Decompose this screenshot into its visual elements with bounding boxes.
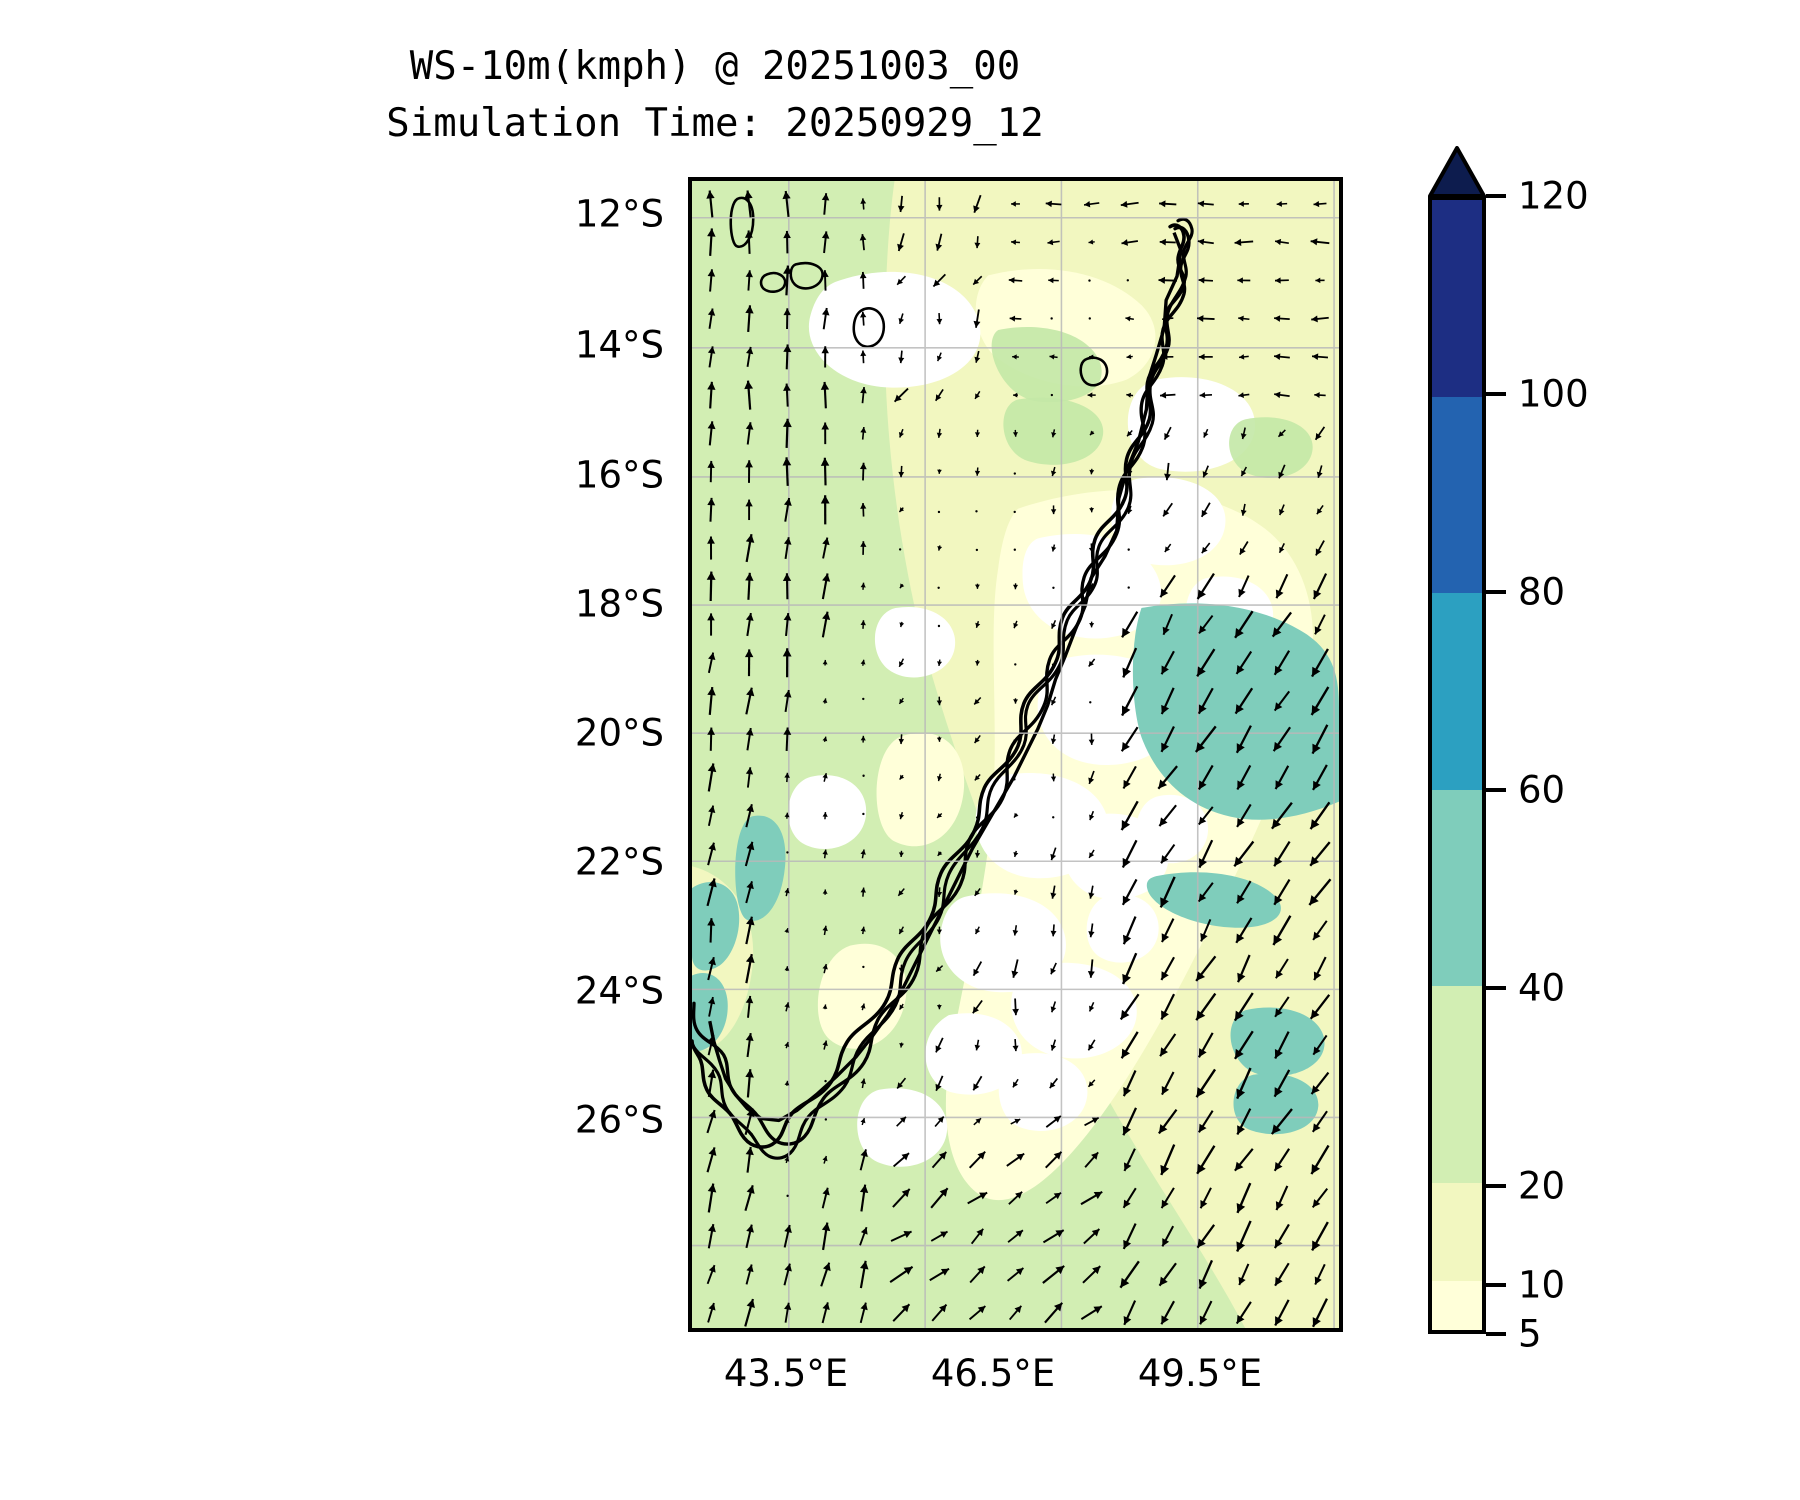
title-line-1: WS-10m(kmph) @ 20251003_00 [409, 44, 1021, 89]
colorbar-tick [1486, 1332, 1506, 1336]
colorbar-tick-label: 120 [1518, 174, 1589, 218]
colorbar-band [1432, 1182, 1482, 1281]
colorbar-extend-arrow [1428, 146, 1486, 198]
ytick-label: 18°S [574, 582, 664, 626]
colorbar-band [1432, 986, 1482, 1183]
colorbar-band [1432, 593, 1482, 790]
wind-vector-arrows [706, 190, 1332, 1328]
colorbar-tick [1486, 589, 1506, 594]
ytick-label: 16°S [574, 453, 664, 497]
colorbar-tick-label: 5 [1518, 1312, 1542, 1356]
colorbar-tick [1486, 985, 1506, 990]
colorbar-bands [1428, 196, 1486, 1334]
colorbar-band [1432, 1280, 1482, 1330]
colorbar-band [1432, 789, 1482, 987]
ytick-label: 24°S [574, 969, 664, 1013]
colorbar-tick-label: 40 [1518, 966, 1566, 1010]
map-axes[interactable] [688, 177, 1343, 1332]
ytick-label: 12°S [574, 192, 664, 236]
ytick-label: 14°S [574, 323, 664, 367]
xtick-label: 46.5°E [930, 1352, 1056, 1395]
colorbar-tick [1486, 391, 1506, 396]
colorbar-tick [1486, 787, 1506, 792]
ytick-label: 26°S [574, 1098, 664, 1142]
colorbar-tick-label: 60 [1518, 768, 1566, 812]
colorbar-band [1432, 396, 1482, 594]
colorbar-band [1432, 200, 1482, 397]
xtick-label: 43.5°E [723, 1352, 849, 1395]
colorbar-tick-label: 10 [1518, 1263, 1566, 1307]
ytick-label: 22°S [574, 840, 664, 884]
map-canvas [692, 181, 1339, 1328]
colorbar-tick [1486, 1183, 1506, 1188]
map-gridlines [692, 181, 1339, 1328]
colorbar-tick-label: 20 [1518, 1164, 1566, 1208]
colorbar-tick-label: 80 [1518, 570, 1566, 614]
colorbar[interactable]: 5 10 20 40 60 80 100 120 [1428, 146, 1589, 1356]
plot-title: WS-10m(kmph) @ 20251003_00 Simulation Ti… [0, 38, 1430, 152]
ytick-label: 20°S [574, 711, 664, 755]
colorbar-tick [1486, 194, 1506, 198]
colorbar-tick-label: 100 [1518, 372, 1589, 416]
colorbar-tick [1486, 1282, 1506, 1287]
xtick-label: 49.5°E [1137, 1352, 1263, 1395]
contour-field [692, 181, 1339, 1328]
title-line-2: Simulation Time: 20250929_12 [386, 101, 1044, 146]
